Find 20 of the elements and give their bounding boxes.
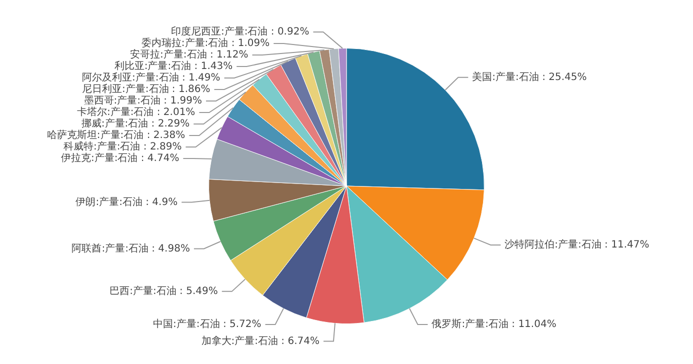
- slice-label: 伊朗:产量:石油 : 4.9%: [76, 196, 178, 208]
- slice-label: 沙特阿拉伯:产量:石油 : 11.47%: [504, 238, 650, 251]
- slice-label: 阿联酋:产量:石油 : 4.98%: [72, 242, 190, 254]
- slice-label: 尼日利亚:产量:石油 : 1.86%: [82, 83, 210, 96]
- slice-label: 科威特:产量:石油 : 2.89%: [63, 140, 182, 153]
- slice-label: 俄罗斯:产量:石油 : 11.04%: [432, 318, 556, 330]
- slice-label: 中国:产量:石油 : 5.72%: [153, 318, 262, 330]
- slice-label: 加拿大:产量:石油 : 6.74%: [201, 334, 320, 347]
- slice-label: 巴西:产量:石油 : 5.49%: [110, 285, 218, 298]
- slice-label: 阿尔及利亚:产量:石油 : 1.49%: [82, 72, 220, 84]
- slice-label: 安哥拉:产量:石油 : 1.12%: [130, 48, 248, 61]
- slice-label: 哈萨克斯坦:产量:石油 : 2.38%: [46, 129, 186, 142]
- slice-label: 利比亚:产量:石油 : 1.43%: [114, 60, 233, 72]
- slice-label: 挪威:产量:石油 : 2.29%: [81, 118, 190, 130]
- slice-label: 伊拉克:产量:石油 : 4.74%: [60, 152, 180, 164]
- slice-label: 印度尼西亚:产量:石油 : 0.92%: [170, 26, 310, 38]
- slice-label: 委内瑞拉:产量:石油 : 1.09%: [141, 37, 270, 50]
- slice-label: 卡塔尔:产量:石油 : 2.01%: [76, 106, 196, 118]
- slice-label: 墨西哥:产量:石油 : 1.99%: [84, 94, 202, 107]
- slice-label: 美国:产量:石油 : 25.45%: [472, 71, 587, 84]
